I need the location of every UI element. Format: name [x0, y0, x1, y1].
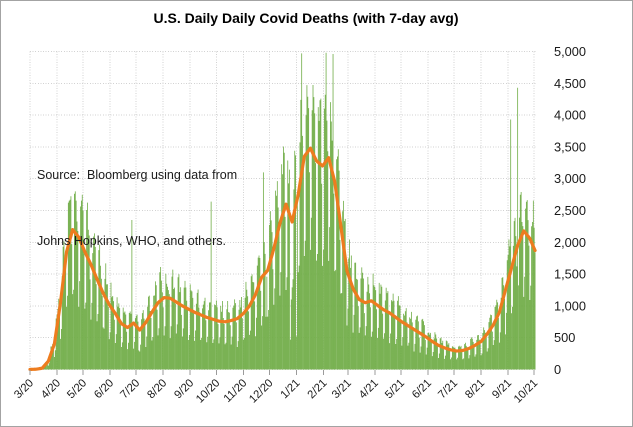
y-axis-label: 3,000 — [554, 171, 586, 186]
source-note-line1: Source: Bloomberg using data from — [37, 168, 238, 182]
x-axis-label: 1/21 — [279, 377, 303, 401]
x-axis-tick-marks — [29, 370, 535, 375]
y-axis-label: 3,500 — [554, 139, 586, 154]
x-axis-label: 9/20 — [172, 377, 196, 401]
source-note: Source: Bloomberg using data from Johns … — [37, 120, 237, 296]
x-axis-label: 3/21 — [330, 377, 354, 401]
chart-title: U.S. Daily Daily Covid Deaths (with 7-da… — [153, 10, 459, 26]
source-note-line2: Johns Hopkins, WHO, and others. — [37, 234, 226, 248]
gridlines — [29, 51, 537, 370]
y-axis-label: 2,000 — [554, 235, 586, 250]
y-axis-label: 2,500 — [554, 203, 586, 218]
y-axis-label: 4,500 — [554, 76, 586, 91]
x-axis-label: 3/20 — [12, 377, 36, 401]
x-axis-label: 7/21 — [436, 377, 460, 401]
seven-day-avg-line — [28, 146, 537, 372]
y-axis-labels: 0 500 1,000 1,500 2,000 2,500 3,000 3,500 4,000 4… — [554, 44, 586, 377]
y-axis-label: 0 — [554, 362, 561, 377]
x-axis-label: 5/20 — [65, 377, 89, 401]
x-axis-label: 6/21 — [410, 377, 434, 401]
x-axis-label: 6/20 — [92, 377, 116, 401]
x-axis-label: 8/20 — [145, 377, 169, 401]
y-axis-label: 500 — [554, 330, 575, 345]
x-axis-label: 4/21 — [357, 377, 381, 401]
x-axis-label: 7/20 — [118, 377, 142, 401]
y-axis-label: 5,000 — [554, 44, 586, 59]
x-axis-label: 8/21 — [463, 377, 487, 401]
x-axis-label: 12/20 — [247, 377, 275, 405]
x-axis-label: 10/20 — [194, 377, 222, 405]
y-axis-label: 1,000 — [554, 298, 586, 313]
x-axis-label: 2/21 — [306, 377, 330, 401]
y-axis-label: 1,500 — [554, 267, 586, 282]
x-axis-label: 9/21 — [490, 377, 514, 401]
x-axis-label: 5/21 — [383, 377, 407, 401]
y-axis-label: 4,000 — [554, 108, 586, 123]
x-axis-label: 11/20 — [222, 377, 250, 405]
x-axis-label: 4/20 — [39, 377, 63, 401]
x-axis-label: 10/21 — [512, 377, 540, 405]
